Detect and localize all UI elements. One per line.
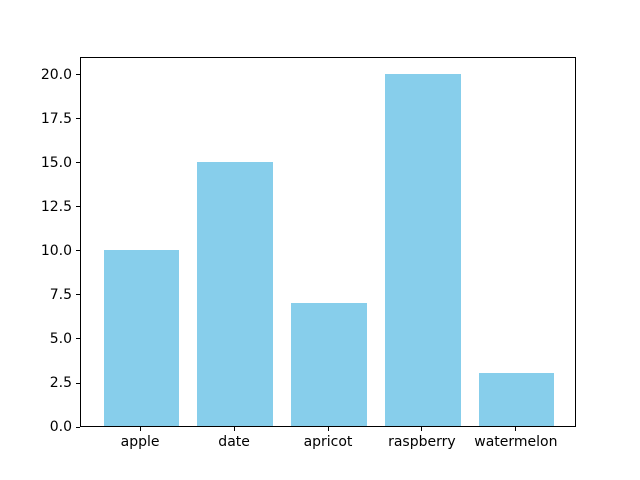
x-tick-label-date: date bbox=[218, 434, 250, 450]
x-tick bbox=[327, 427, 329, 431]
y-tick-label: 7.5 bbox=[49, 286, 72, 303]
y-tick-label: 20.0 bbox=[40, 66, 72, 83]
bar-raspberry bbox=[385, 73, 461, 426]
x-tick-label-watermelon: watermelon bbox=[474, 434, 558, 450]
plot-area bbox=[80, 57, 576, 427]
y-tick bbox=[76, 206, 80, 208]
y-tick bbox=[76, 250, 80, 252]
bar-apricot bbox=[291, 302, 367, 426]
y-tick bbox=[76, 382, 80, 384]
y-tick bbox=[76, 426, 80, 428]
y-tick bbox=[76, 74, 80, 76]
x-tick-label-apple: apple bbox=[120, 434, 160, 450]
x-tick-label-apricot: apricot bbox=[303, 434, 353, 450]
y-tick-label: 15.0 bbox=[40, 154, 72, 171]
y-tick-label: 2.5 bbox=[49, 375, 72, 391]
y-tick bbox=[76, 338, 80, 340]
y-tick-label: 10.0 bbox=[40, 242, 72, 259]
y-tick-label: 5.0 bbox=[49, 330, 72, 347]
x-tick-label-raspberry: raspberry bbox=[388, 434, 456, 450]
x-tick bbox=[233, 427, 235, 431]
y-tick-label: 12.5 bbox=[40, 198, 72, 215]
y-tick-label: 17.5 bbox=[40, 110, 72, 127]
x-tick bbox=[421, 427, 423, 431]
y-tick bbox=[76, 118, 80, 120]
bar-apple bbox=[103, 249, 179, 426]
x-tick bbox=[515, 427, 517, 431]
y-tick-label: 0.0 bbox=[49, 419, 72, 435]
bar-date bbox=[197, 161, 273, 426]
y-tick bbox=[76, 294, 80, 296]
y-tick bbox=[76, 162, 80, 164]
bar-watermelon bbox=[479, 373, 555, 426]
x-tick bbox=[139, 427, 141, 431]
